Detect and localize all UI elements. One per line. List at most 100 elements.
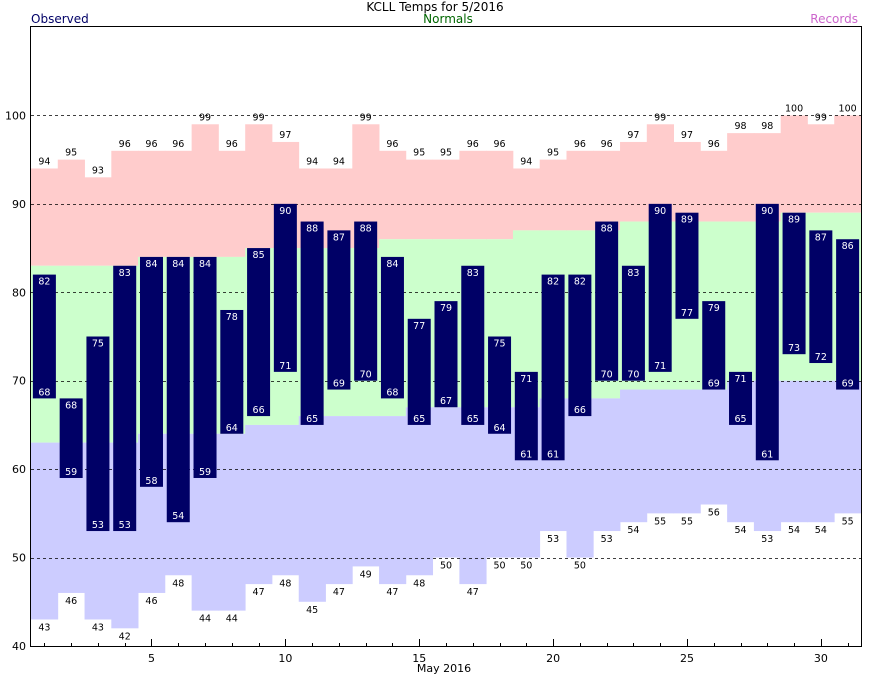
observed-high-label-day-8: 78 [226, 312, 238, 323]
observed-low-label-day-14: 68 [386, 387, 398, 398]
record-high-band-day-15 [405, 159, 434, 240]
observed-high-label-day-4: 83 [119, 268, 131, 279]
observed-high-label-day-20: 82 [547, 277, 559, 288]
record-low-label-day-20: 53 [547, 534, 559, 545]
record-high-label-day-5: 96 [145, 139, 157, 150]
observed-high-label-day-12: 87 [333, 232, 345, 243]
y-tick-label-70: 70 [12, 375, 26, 388]
record-high-band-day-6 [164, 150, 193, 257]
record-high-label-day-3: 93 [92, 165, 104, 176]
observed-bar-day-17 [461, 265, 485, 425]
observed-bar-day-8 [220, 309, 244, 434]
record-low-band-day-21 [566, 398, 594, 558]
observed-low-label-day-18: 64 [494, 423, 506, 434]
x-tick-label-5: 5 [148, 652, 155, 665]
x-tick-label-30: 30 [814, 652, 828, 665]
observed-low-label-day-22: 70 [601, 370, 613, 381]
observed-high-label-day-19: 71 [520, 374, 532, 385]
record-high-band-day-22 [593, 150, 621, 231]
record-high-label-day-25: 97 [681, 130, 693, 141]
record-low-label-day-6: 48 [172, 578, 184, 589]
observed-high-label-day-27: 71 [734, 374, 746, 385]
record-low-label-day-8: 44 [226, 614, 238, 625]
record-high-band-day-17 [459, 150, 487, 240]
record-high-band-day-19 [512, 168, 541, 231]
observed-bar-day-14 [380, 256, 404, 399]
record-high-band-day-7 [191, 124, 219, 257]
chart-title: KCLL Temps for 5/2016 [366, 0, 504, 14]
record-low-label-day-2: 46 [65, 596, 77, 607]
axis-layer: 40 50 60 70 80 90 100 5 10 15 20 25 30 [5, 109, 849, 665]
record-high-band-day-29 [780, 115, 808, 213]
observed-low-label-day-29: 73 [788, 343, 800, 354]
observed-bar-day-2 [59, 398, 83, 478]
observed-low-label-day-23: 70 [627, 370, 639, 381]
record-high-band-day-25 [673, 141, 701, 222]
record-high-label-day-6: 96 [172, 139, 184, 150]
observed-low-label-day-25: 77 [681, 308, 693, 319]
observed-high-label-day-28: 90 [761, 206, 773, 217]
record-low-label-day-25: 55 [681, 516, 693, 527]
observed-high-label-day-11: 88 [306, 224, 318, 235]
observed-bar-day-26 [702, 301, 726, 390]
record-high-label-day-13: 99 [360, 112, 372, 123]
record-high-band-day-9 [245, 124, 273, 249]
observed-low-label-day-7: 59 [199, 467, 211, 478]
y-tick-label-100: 100 [5, 109, 26, 122]
record-low-label-day-27: 54 [734, 525, 746, 536]
record-high-label-day-23: 97 [627, 130, 639, 141]
record-low-label-day-15: 48 [413, 578, 425, 589]
observed-high-label-day-3: 75 [92, 339, 104, 350]
observed-high-label-day-6: 84 [172, 259, 184, 270]
observed-low-label-day-13: 70 [360, 370, 372, 381]
record-low-band-day-17 [459, 407, 487, 585]
record-low-label-day-4: 42 [119, 631, 131, 642]
record-high-label-day-12: 94 [333, 156, 345, 167]
record-low-label-day-22: 53 [601, 534, 613, 545]
legend-normals: Normals [423, 12, 473, 26]
observed-low-label-day-9: 66 [253, 405, 265, 416]
observed-bar-day-16 [434, 301, 458, 408]
record-high-label-day-4: 96 [119, 139, 131, 150]
observed-high-label-day-30: 87 [815, 232, 827, 243]
record-low-band-day-15 [405, 407, 434, 576]
observed-low-label-day-30: 72 [815, 352, 827, 363]
record-low-band-day-1 [31, 442, 59, 620]
y-tick-label-40: 40 [12, 640, 26, 653]
record-low-band-day-9 [245, 424, 273, 585]
y-tick-label-90: 90 [12, 198, 26, 211]
record-high-band-day-4 [111, 150, 139, 266]
observed-high-label-day-2: 68 [65, 400, 77, 411]
record-high-label-day-24: 99 [654, 112, 666, 123]
record-low-label-day-12: 47 [333, 587, 345, 598]
record-high-label-day-30: 99 [815, 112, 827, 123]
observed-low-label-day-21: 66 [574, 405, 586, 416]
observed-high-label-day-5: 84 [145, 259, 157, 270]
observed-bar-day-30 [809, 230, 833, 364]
record-low-band-day-25 [673, 389, 701, 514]
record-low-label-day-21: 50 [574, 561, 586, 572]
observed-bar-day-20 [541, 274, 565, 461]
observed-low-label-day-8: 64 [226, 423, 238, 434]
observed-high-label-day-9: 85 [253, 250, 265, 261]
record-low-band-day-31 [834, 380, 862, 514]
record-low-label-day-31: 55 [842, 516, 854, 527]
record-low-band-day-13 [352, 416, 380, 567]
legend-records: Records [810, 12, 858, 26]
record-low-label-day-26: 56 [708, 508, 720, 519]
record-low-label-day-18: 50 [494, 561, 506, 572]
record-high-band-day-27 [727, 133, 755, 222]
observed-low-label-day-5: 58 [145, 476, 157, 487]
observed-bar-day-31 [836, 239, 860, 390]
record-high-label-day-7: 99 [199, 112, 211, 123]
record-low-label-day-1: 43 [38, 622, 50, 633]
x-tick-label-10: 10 [278, 652, 292, 665]
record-low-band-day-12 [325, 416, 353, 585]
normal-band-day-27 [727, 221, 755, 381]
record-high-label-day-16: 95 [440, 148, 452, 159]
observed-high-label-day-23: 83 [627, 268, 639, 279]
observed-bar-day-3 [86, 336, 110, 532]
record-low-label-day-30: 54 [815, 525, 827, 536]
record-low-label-day-28: 53 [761, 534, 773, 545]
observed-low-label-day-6: 54 [172, 511, 184, 522]
